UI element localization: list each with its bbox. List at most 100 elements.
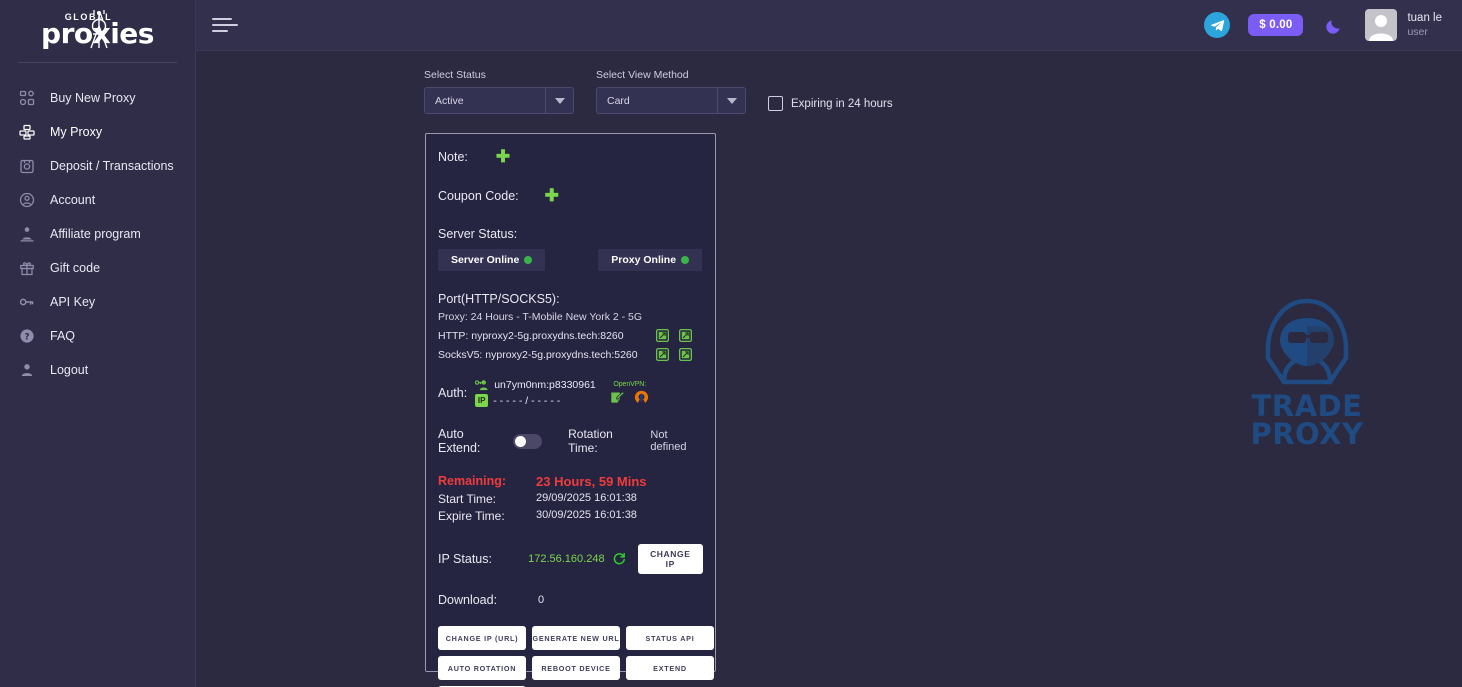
- openvpn-group: OpenVPN:: [610, 381, 650, 406]
- download-label: Download:: [438, 593, 498, 607]
- watermark-line-1: TRADE: [1251, 389, 1363, 423]
- sidebar-item-buy-new-proxy[interactable]: Buy New Proxy: [0, 81, 195, 115]
- sidebar-item-my-proxy[interactable]: My Proxy: [0, 115, 195, 149]
- status-badge-label: Server Online: [451, 254, 520, 266]
- sidebar-item-label: Buy New Proxy: [50, 91, 136, 105]
- auto-extend-label: Auto Extend:: [438, 427, 481, 455]
- sidebar-item-deposit-transactions[interactable]: Deposit / Transactions: [0, 149, 195, 183]
- socks-copy-actions: [656, 348, 703, 361]
- gift-icon: [18, 259, 36, 277]
- balance-badge[interactable]: $ 0.00: [1248, 14, 1304, 36]
- sidebar-item-affiliate-program[interactable]: Affiliate program: [0, 217, 195, 251]
- sidebar-item-account[interactable]: Account: [0, 183, 195, 217]
- expiring-24h-label: Expiring in 24 hours: [791, 97, 893, 110]
- logo-top-text: GLOBAL: [64, 11, 113, 22]
- sidebar-item-label: API Key: [50, 295, 96, 309]
- status-badge: Server Online: [438, 249, 546, 271]
- main-content: $ 0.00 tuan le user: [196, 0, 1462, 687]
- topbar-actions: $ 0.00 tuan le user: [1204, 9, 1442, 41]
- plus-icon[interactable]: ✚: [544, 186, 559, 205]
- auto-extend-toggle[interactable]: [512, 433, 543, 449]
- rotation-time-label: Rotation Time:: [568, 427, 613, 455]
- http-endpoint-row: HTTP: nyproxy2-5g.proxydns.tech:8260: [438, 329, 703, 342]
- socks-endpoint-row: SocksV5: nyproxy2-5g.proxydns.tech:5260: [438, 348, 703, 361]
- server-stack-icon: [18, 123, 36, 141]
- change-ip-button[interactable]: CHANGE IP: [637, 544, 703, 574]
- copy-icon[interactable]: [679, 348, 692, 361]
- change-ip-url-button[interactable]: CHANGE IP (URL): [438, 626, 526, 650]
- user-key-icon: [475, 380, 488, 391]
- expiring-24h-checkbox[interactable]: [768, 96, 783, 111]
- card-actions: CHANGE IP (URL) GENERATE NEW URL STATUS …: [438, 626, 714, 687]
- remaining-label: Remaining:: [438, 474, 507, 488]
- auth-ip-value: - - - - - / - - - - -: [493, 394, 561, 407]
- edit-note-icon[interactable]: [610, 390, 625, 405]
- download-value: 0: [538, 594, 545, 606]
- sidebar-item-api-key[interactable]: API Key: [0, 285, 195, 319]
- auth-ip-row: IP - - - - - / - - - - -: [475, 394, 596, 407]
- expire-time-label: Expire Time:: [438, 509, 505, 523]
- openvpn-label: OpenVPN:: [613, 380, 647, 388]
- plus-icon[interactable]: ✚: [495, 147, 511, 166]
- copy-icon[interactable]: [656, 329, 669, 342]
- status-select-value: Active: [435, 94, 464, 107]
- port-label: Port(HTTP/SOCKS5):: [438, 292, 560, 306]
- telegram-icon[interactable]: [1204, 12, 1231, 38]
- wallet-icon: [18, 157, 36, 175]
- time-info: Remaining: 23 Hours, 59 Mins Start Time:…: [438, 474, 703, 523]
- hooded-figure-icon: [1265, 298, 1349, 385]
- start-time-row: Start Time: 29/09/2025 16:01:38: [438, 492, 703, 506]
- user-meta: tuan le user: [1407, 11, 1442, 39]
- svg-text:?: ?: [24, 333, 29, 343]
- openvpn-icon[interactable]: [633, 389, 650, 406]
- status-filter-label: Select Status: [424, 69, 486, 81]
- watermark-line-2: PROXY: [1250, 416, 1364, 451]
- view-method-select-value: Card: [607, 94, 630, 107]
- sidebar-item-label: FAQ: [50, 329, 76, 343]
- ip-status-value: 172.56.160.248: [528, 553, 605, 565]
- expiring-24h-checkbox-wrap[interactable]: Expiring in 24 hours: [768, 96, 893, 111]
- moon-icon[interactable]: [1321, 12, 1347, 38]
- status-dot-icon: [681, 256, 690, 264]
- user-menu[interactable]: tuan le user: [1365, 9, 1442, 41]
- trade-proxy-watermark: TRADE PROXY: [1232, 296, 1382, 452]
- sidebar-item-logout[interactable]: Logout: [0, 353, 195, 387]
- sidebar-item-gift-code[interactable]: Gift code: [0, 251, 195, 285]
- refresh-icon[interactable]: [612, 552, 626, 566]
- key-icon: [18, 293, 36, 311]
- copy-icon[interactable]: [679, 329, 692, 342]
- http-endpoint: HTTP: nyproxy2-5g.proxydns.tech:8260: [438, 329, 624, 342]
- coupon-row: Coupon Code: ✚: [438, 187, 703, 204]
- sidebar-item-label: Gift code: [50, 261, 101, 275]
- sidebar-item-faq[interactable]: ? FAQ: [0, 319, 195, 353]
- user-role: user: [1407, 25, 1428, 38]
- logo-main-text: proxies: [41, 16, 154, 50]
- status-select[interactable]: Active: [424, 87, 574, 114]
- view-method-select[interactable]: Card: [596, 87, 746, 114]
- copy-icon[interactable]: [656, 348, 669, 361]
- question-circle-icon: ?: [18, 327, 36, 345]
- sidebar-nav: Buy New Proxy My Proxy: [0, 81, 195, 387]
- start-time-value: 29/09/2025 16:01:38: [536, 492, 637, 504]
- generate-new-url-button[interactable]: GENERATE NEW URL: [532, 626, 620, 650]
- auto-rotation-button[interactable]: AUTO ROTATION: [438, 656, 526, 680]
- reboot-device-button[interactable]: REBOOT DEVICE: [532, 656, 620, 680]
- sidebar-item-label: Deposit / Transactions: [50, 159, 174, 173]
- sidebar-item-label: Logout: [50, 363, 89, 377]
- person-icon: [18, 361, 36, 379]
- grid-icon: [18, 89, 36, 107]
- hamburger-icon[interactable]: [212, 15, 238, 35]
- status-dot-icon: [524, 256, 533, 264]
- extend-button[interactable]: EXTEND: [626, 656, 714, 680]
- openvpn-actions: [610, 389, 650, 406]
- brand-logo[interactable]: GLOBAL proxies: [0, 0, 195, 56]
- status-api-button[interactable]: STATUS API: [626, 626, 714, 650]
- user-name: tuan le: [1407, 12, 1442, 25]
- auto-extend-row: Auto Extend: Rotation Time: Not defined: [438, 427, 703, 455]
- status-badge-label: Proxy Online: [611, 254, 677, 266]
- rotation-time-value: Not defined: [650, 429, 687, 453]
- status-filter-group: Select Status Active: [424, 69, 574, 114]
- socks-endpoint: SocksV5: nyproxy2-5g.proxydns.tech:5260: [438, 348, 638, 361]
- sidebar-item-label: Account: [50, 193, 96, 207]
